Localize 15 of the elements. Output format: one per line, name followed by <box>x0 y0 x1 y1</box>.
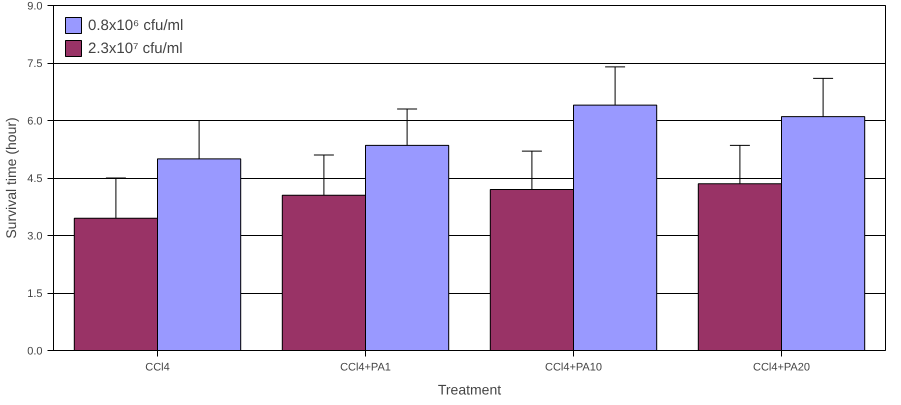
y-axis-title: Survival time (hour) <box>3 117 20 239</box>
y-tick-label: 7.5 <box>27 58 43 70</box>
legend-label: 2.3x10⁷ cfu/ml <box>88 40 183 56</box>
x-tick-label: CCl4+PA1 <box>340 362 391 374</box>
y-tick-label: 4.5 <box>27 173 43 185</box>
y-tick-label: 1.5 <box>27 288 43 300</box>
x-axis-title: Treatment <box>438 382 502 398</box>
y-tick-label: 3.0 <box>27 230 43 242</box>
y-tick-label: 0.0 <box>27 346 43 358</box>
x-tick-label: CCl4+PA10 <box>545 362 602 374</box>
x-tick-label: CCl4 <box>145 362 170 374</box>
legend-label: 0.8x10⁶ cfu/ml <box>88 16 184 34</box>
y-tick-label: 6.0 <box>27 116 43 128</box>
y-tick-label: 9.0 <box>27 0 43 12</box>
x-tick-label: CCl4+PA20 <box>753 362 810 374</box>
